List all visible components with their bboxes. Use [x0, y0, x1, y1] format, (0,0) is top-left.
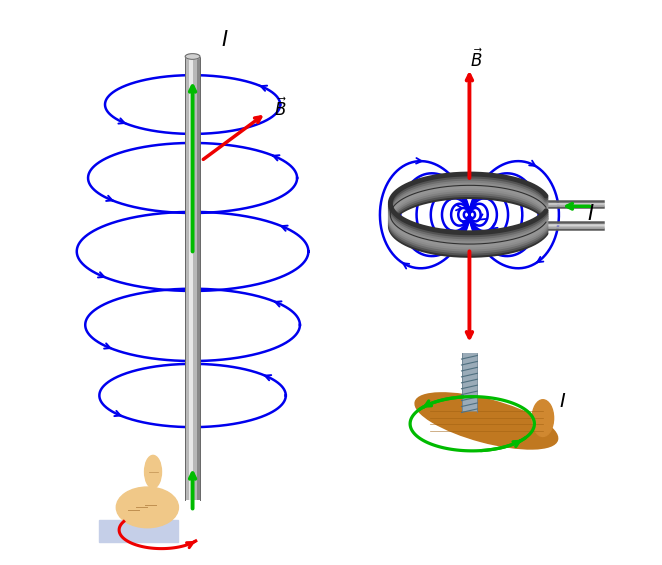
Bar [197, 56, 200, 500]
Ellipse shape [185, 54, 200, 59]
Text: $\it{I}$: $\it{I}$ [221, 29, 228, 50]
Bar [461, 353, 477, 412]
Ellipse shape [415, 393, 557, 449]
Text: $\vec{B}$: $\vec{B}$ [470, 48, 483, 71]
Bar [99, 520, 179, 542]
Text: $\it{I}$: $\it{I}$ [587, 203, 594, 224]
Bar [185, 56, 200, 500]
Ellipse shape [532, 400, 553, 436]
Text: $\vec{B}$: $\vec{B}$ [275, 97, 288, 120]
Bar [189, 56, 193, 500]
Ellipse shape [117, 487, 179, 528]
Ellipse shape [144, 455, 162, 488]
Text: $\it{I}$: $\it{I}$ [559, 392, 566, 411]
